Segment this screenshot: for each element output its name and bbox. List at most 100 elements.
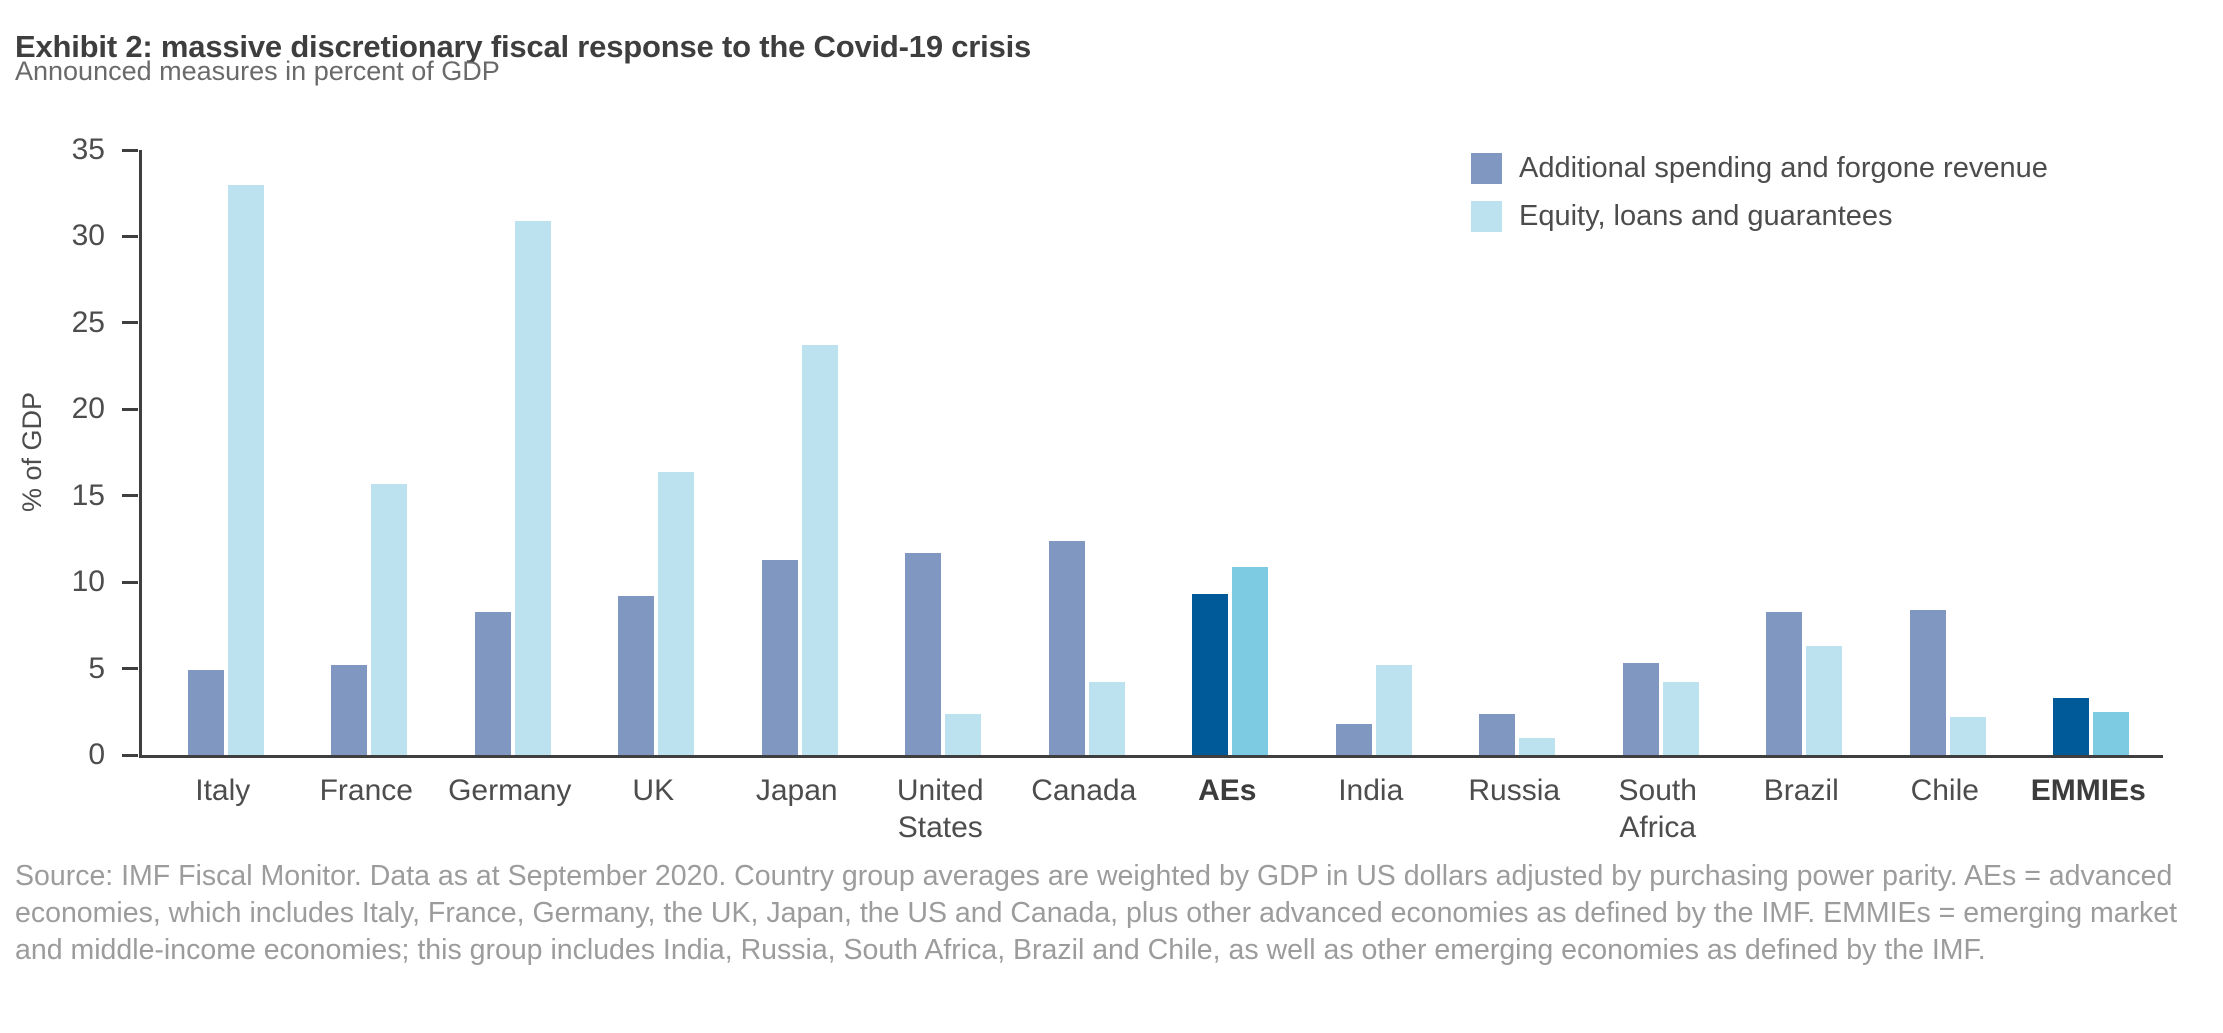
x-label-russia: Russia bbox=[1468, 774, 1561, 807]
plot-area: 0 5 10 15 20 25 30 35 bbox=[72, 133, 2163, 771]
bar-germany-spending bbox=[474, 611, 511, 755]
bar-group-united-states bbox=[872, 552, 1016, 755]
bar-russia-spending bbox=[1479, 713, 1516, 755]
bar-groups bbox=[142, 150, 2163, 755]
bar-canada-spending bbox=[1048, 540, 1085, 755]
x-label-uk: UK bbox=[632, 774, 675, 807]
bar-group-india bbox=[1302, 665, 1446, 755]
legend-label-equity: Equity, loans and guarantees bbox=[1519, 200, 1893, 232]
bar-japan-spending bbox=[761, 559, 798, 755]
x-label-slot-emmies: EMMIEs bbox=[2017, 772, 2161, 846]
y-tick-label-0: 0 bbox=[88, 738, 105, 771]
x-label-slot-japan: Japan bbox=[725, 772, 869, 846]
bar-japan-equity bbox=[801, 345, 838, 755]
bar-group-emmies bbox=[2020, 697, 2164, 755]
x-label-slot-south-africa: South Africa bbox=[1586, 772, 1730, 846]
x-label-slot-chile: Chile bbox=[1873, 772, 2017, 846]
bar-france-equity bbox=[371, 483, 408, 755]
x-label-chile: Chile bbox=[1910, 774, 1979, 807]
y-tick-label-10: 10 bbox=[71, 565, 105, 599]
y-tick-mark-35 bbox=[122, 148, 138, 152]
bar-united-states-equity bbox=[945, 713, 982, 755]
x-label-france: France bbox=[319, 774, 413, 807]
bar-canada-equity bbox=[1088, 682, 1125, 755]
bar-group-italy bbox=[154, 184, 298, 755]
bar-uk-spending bbox=[618, 595, 655, 755]
bar-france-spending bbox=[331, 665, 368, 755]
y-axis: 0 5 10 15 20 25 30 35 bbox=[72, 133, 2163, 771]
x-label-india: India bbox=[1338, 774, 1404, 807]
bar-group-brazil bbox=[1733, 611, 1877, 755]
y-tick-label-20: 20 bbox=[71, 392, 105, 426]
bar-group-germany bbox=[441, 220, 585, 755]
y-tick-mark-30 bbox=[122, 234, 138, 238]
x-label-slot-aes: AEs bbox=[1156, 772, 1300, 846]
y-tick-label-30: 30 bbox=[71, 219, 105, 253]
bar-south-africa-equity bbox=[1662, 682, 1699, 755]
x-label-germany: Germany bbox=[448, 774, 572, 807]
y-tick-mark-5 bbox=[122, 667, 138, 671]
x-label-aes: AEs bbox=[1198, 774, 1257, 807]
bar-chile-spending bbox=[1909, 609, 1946, 755]
y-tick-mark-25 bbox=[122, 321, 138, 325]
y-tick-mark-0 bbox=[122, 753, 138, 757]
x-label-south-africa: South Africa bbox=[1618, 774, 1697, 844]
bar-italy-equity bbox=[227, 184, 264, 755]
x-label-emmies: EMMIEs bbox=[2030, 774, 2146, 807]
legend-label-spending: Additional spending and forgone revenue bbox=[1519, 152, 2048, 184]
bar-aes-spending bbox=[1192, 594, 1229, 755]
bar-germany-equity bbox=[514, 220, 551, 755]
y-tick-label-15: 15 bbox=[71, 478, 105, 512]
y-tick-label-35: 35 bbox=[71, 133, 105, 166]
chart-legend: Additional spending and forgone revenue … bbox=[1471, 152, 2048, 248]
bar-group-japan bbox=[728, 345, 872, 755]
x-label-slot-canada: Canada bbox=[1012, 772, 1156, 846]
y-tick-mark-20 bbox=[122, 407, 138, 411]
x-label-slot-india: India bbox=[1299, 772, 1443, 846]
y-tick-mark-10 bbox=[122, 580, 138, 584]
x-label-brazil: Brazil bbox=[1763, 774, 1839, 807]
bar-emmies-spending bbox=[2053, 697, 2090, 755]
bar-brazil-spending bbox=[1766, 611, 1803, 755]
bar-italy-spending bbox=[187, 670, 224, 755]
y-tick-label-5: 5 bbox=[88, 651, 105, 685]
bar-chile-equity bbox=[1949, 716, 1986, 755]
x-label-slot-italy: Italy bbox=[151, 772, 295, 846]
x-label-japan: Japan bbox=[755, 774, 838, 807]
bar-group-chile bbox=[1876, 609, 2020, 755]
x-label-italy: Italy bbox=[195, 774, 251, 807]
bar-brazil-equity bbox=[1806, 646, 1843, 755]
bar-group-aes bbox=[1159, 566, 1303, 755]
x-label-slot-germany: Germany bbox=[438, 772, 582, 846]
x-label-slot-france: France bbox=[295, 772, 439, 846]
bar-group-france bbox=[298, 483, 442, 755]
x-label-slot-uk: UK bbox=[582, 772, 726, 846]
x-label-slot-brazil: Brazil bbox=[1730, 772, 1874, 846]
legend-swatch-spending bbox=[1471, 153, 1502, 184]
legend-item-spending: Additional spending and forgone revenue bbox=[1471, 152, 2048, 185]
bar-india-equity bbox=[1375, 665, 1412, 755]
x-label-canada: Canada bbox=[1031, 774, 1137, 807]
legend-item-equity: Equity, loans and guarantees bbox=[1471, 200, 2048, 233]
bar-group-uk bbox=[585, 471, 729, 755]
bar-aes-equity bbox=[1232, 566, 1269, 755]
x-label-slot-united-states: United States bbox=[869, 772, 1013, 846]
x-label-united-states: United States bbox=[896, 774, 984, 844]
source-note: Source: IMF Fiscal Monitor. Data as at S… bbox=[15, 860, 2178, 966]
bar-group-canada bbox=[1015, 540, 1159, 755]
bar-group-south-africa bbox=[1589, 663, 1733, 755]
chart-subtitle: Announced measures in percent of GDP bbox=[15, 56, 500, 86]
legend-swatch-equity bbox=[1471, 201, 1502, 232]
y-axis-title: % of GDP bbox=[17, 391, 47, 513]
x-label-slot-russia: Russia bbox=[1443, 772, 1587, 846]
x-axis-labels: Italy France Germany UK Japan United States Can… bbox=[139, 772, 2160, 846]
bar-india-spending bbox=[1335, 723, 1372, 755]
bar-emmies-equity bbox=[2093, 711, 2130, 755]
bar-united-states-spending bbox=[905, 552, 942, 755]
bar-uk-equity bbox=[658, 471, 695, 755]
y-tick-label-25: 25 bbox=[71, 305, 105, 339]
bar-south-africa-spending bbox=[1622, 663, 1659, 755]
y-tick-mark-15 bbox=[122, 494, 138, 498]
chart-title: Exhibit 2: massive discretionary fiscal … bbox=[15, 28, 1032, 64]
